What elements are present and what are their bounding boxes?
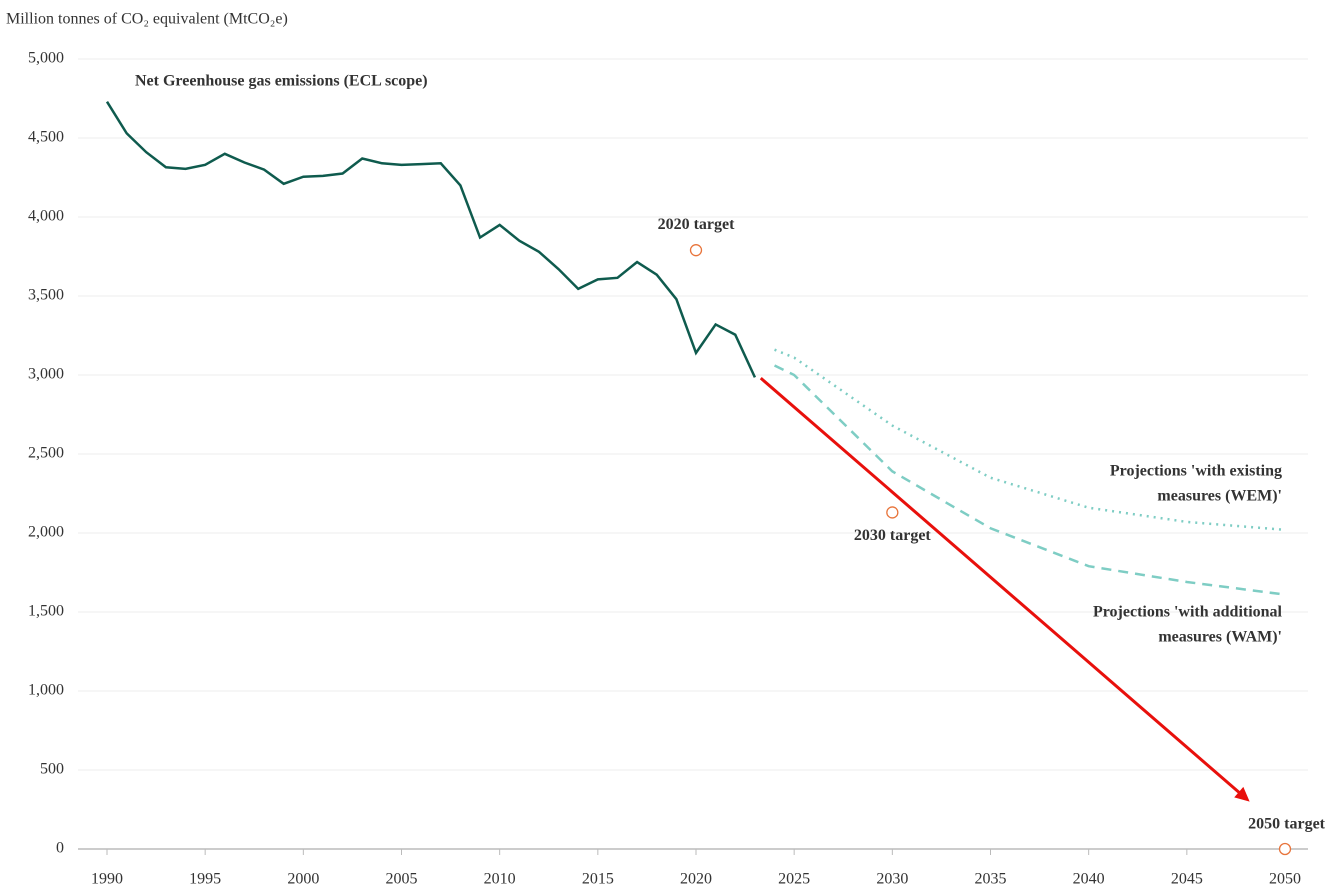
- arrow-line: [759, 377, 1243, 796]
- x-tick-label: 2005: [386, 871, 418, 888]
- series-label: Projections 'with additional: [1093, 604, 1283, 621]
- y-tick-label: 1,500: [28, 603, 64, 620]
- x-tick-label: 2030: [876, 871, 908, 888]
- series-line: [774, 348, 1286, 532]
- target-label: 2020 target: [658, 216, 736, 233]
- x-tick-label: 2050: [1269, 871, 1301, 888]
- y-tick-label: 3,000: [28, 366, 64, 383]
- target-label: 2030 target: [854, 527, 932, 544]
- y-tick-label: 5,000: [28, 50, 64, 67]
- series-label: Projections 'with existing: [1110, 463, 1282, 480]
- y-tick-label: 4,500: [28, 129, 64, 146]
- target-label: 2050 target: [1248, 816, 1326, 833]
- y-tick-label: 2,500: [28, 445, 64, 462]
- series-line: [773, 364, 1286, 596]
- x-tick-label: 2040: [1073, 871, 1105, 888]
- x-tick-label: 2015: [582, 871, 614, 888]
- x-tick-label: 2020: [680, 871, 712, 888]
- x-tick-label: 2000: [287, 871, 319, 888]
- series-label: Net Greenhouse gas emissions (ECL scope): [135, 73, 428, 90]
- x-tick-label: 2025: [778, 871, 810, 888]
- y-tick-label: 2,000: [28, 524, 64, 541]
- target-marker: [886, 506, 899, 519]
- target-marker: [1278, 842, 1292, 856]
- series-label: measures (WEM)': [1157, 488, 1282, 505]
- x-tick-label: 2010: [484, 871, 516, 888]
- y-tick-label: 500: [40, 761, 64, 778]
- series-line: [105, 101, 757, 378]
- series-label: measures (WAM)': [1158, 629, 1282, 646]
- y-axis-label: Million tonnes of CO₂ equivalent (MtCO₂e…: [6, 11, 288, 28]
- x-tick-label: 2045: [1171, 871, 1203, 888]
- target-marker: [689, 244, 703, 257]
- y-tick-label: 0: [56, 840, 64, 857]
- arrow-head: [1234, 786, 1250, 802]
- y-tick-label: 1,000: [28, 682, 64, 699]
- x-tick-label: 2035: [975, 871, 1007, 888]
- x-tick-label: 1990: [91, 871, 123, 888]
- x-tick-label: 1995: [189, 871, 221, 888]
- y-tick-label: 4,000: [28, 208, 64, 225]
- y-tick-label: 3,500: [28, 287, 64, 304]
